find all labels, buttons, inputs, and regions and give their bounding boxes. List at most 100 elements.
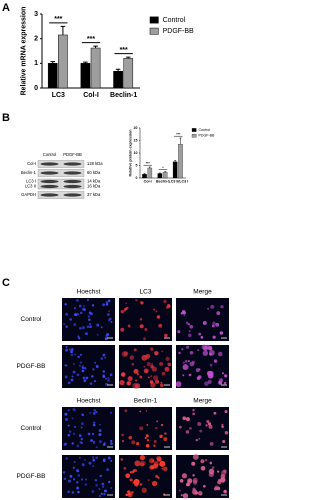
- cell: [99, 495, 101, 497]
- cell: [73, 323, 77, 327]
- x-tick-label: LC3 II/LC3 I: [169, 180, 189, 184]
- y-tick-label: 2: [34, 36, 38, 43]
- blot-protein-label: Beclin-1: [21, 170, 37, 175]
- blot-band: [63, 193, 82, 197]
- cell: [123, 466, 127, 470]
- cell: [178, 425, 182, 429]
- panel-label: A: [2, 2, 10, 14]
- cell: [121, 433, 125, 437]
- cell: [188, 330, 191, 333]
- cell: [185, 430, 190, 434]
- cell: [149, 380, 154, 384]
- cell: [223, 381, 227, 385]
- cell: [197, 421, 202, 426]
- cell: [129, 471, 133, 474]
- legend-swatch: [191, 134, 197, 138]
- panel-label: B: [2, 112, 10, 124]
- blot-band: [63, 184, 82, 189]
- cell: [165, 356, 170, 362]
- cell: [184, 359, 188, 363]
- cell: [224, 410, 228, 414]
- cell: [105, 302, 109, 306]
- cell: [109, 411, 112, 414]
- cell: [107, 379, 110, 382]
- micrograph: [62, 407, 115, 450]
- cell: [166, 304, 171, 308]
- cell: [89, 382, 93, 385]
- cell: [155, 474, 159, 478]
- cell: [68, 430, 72, 433]
- cell: [185, 345, 190, 349]
- significance-label: *: [162, 166, 164, 170]
- cell: [151, 480, 158, 487]
- cell: [187, 333, 192, 338]
- cell: [145, 443, 150, 448]
- cell: [162, 466, 168, 472]
- cell: [80, 438, 83, 441]
- cell: [198, 332, 202, 336]
- cell: [70, 378, 74, 382]
- cell: [87, 299, 89, 302]
- cell: [81, 365, 85, 368]
- cell: [73, 409, 76, 412]
- cell: [133, 368, 139, 374]
- cell: [65, 457, 68, 460]
- blot-strip: [37, 169, 85, 177]
- cell: [125, 473, 131, 479]
- error-bar: [143, 173, 146, 175]
- bar: [178, 144, 183, 179]
- cell: [150, 364, 154, 369]
- cell: [65, 418, 68, 421]
- bar: [47, 63, 58, 89]
- cell: [95, 411, 98, 414]
- cell: [67, 409, 70, 412]
- cell: [68, 348, 72, 351]
- cell: [217, 480, 222, 485]
- bar: [162, 172, 168, 179]
- cell: [79, 353, 82, 356]
- legend-swatch: [149, 27, 159, 35]
- cell: [204, 381, 209, 386]
- cell: [124, 409, 128, 413]
- bar: [142, 174, 147, 179]
- cell: [67, 424, 70, 427]
- cell: [221, 470, 227, 476]
- cell: [209, 442, 214, 446]
- cell: [133, 478, 140, 485]
- cell: [191, 461, 196, 466]
- x-tick-label: Beclin-1: [110, 92, 137, 99]
- cell: [139, 410, 142, 413]
- cell: [84, 483, 87, 486]
- micrograph: [119, 345, 172, 388]
- cell: [198, 368, 201, 371]
- cell: [159, 434, 163, 439]
- cell: [159, 383, 164, 388]
- cell: [217, 351, 223, 357]
- cell: [207, 379, 212, 384]
- cell: [153, 444, 156, 447]
- cell: [89, 312, 93, 316]
- cell: [136, 373, 140, 376]
- significance-label: ***: [54, 16, 62, 23]
- cell: [187, 323, 191, 326]
- cell: [195, 368, 200, 373]
- cell: [210, 304, 215, 309]
- cell: [143, 337, 147, 341]
- cell: [83, 459, 86, 461]
- cell: [69, 474, 73, 478]
- cell: [150, 347, 154, 351]
- cell: [202, 320, 207, 325]
- bar: [172, 161, 178, 179]
- cell: [79, 311, 83, 315]
- legend-label: Control: [198, 128, 210, 132]
- cell: [120, 327, 125, 332]
- cell: [76, 373, 80, 377]
- cell: [67, 381, 71, 385]
- cell: [150, 375, 153, 378]
- cell: [98, 429, 102, 433]
- cell: [102, 459, 106, 462]
- blot-size-label: 14 kDa: [87, 179, 101, 184]
- cell: [139, 324, 144, 329]
- cell: [149, 466, 152, 469]
- cell: [223, 490, 227, 493]
